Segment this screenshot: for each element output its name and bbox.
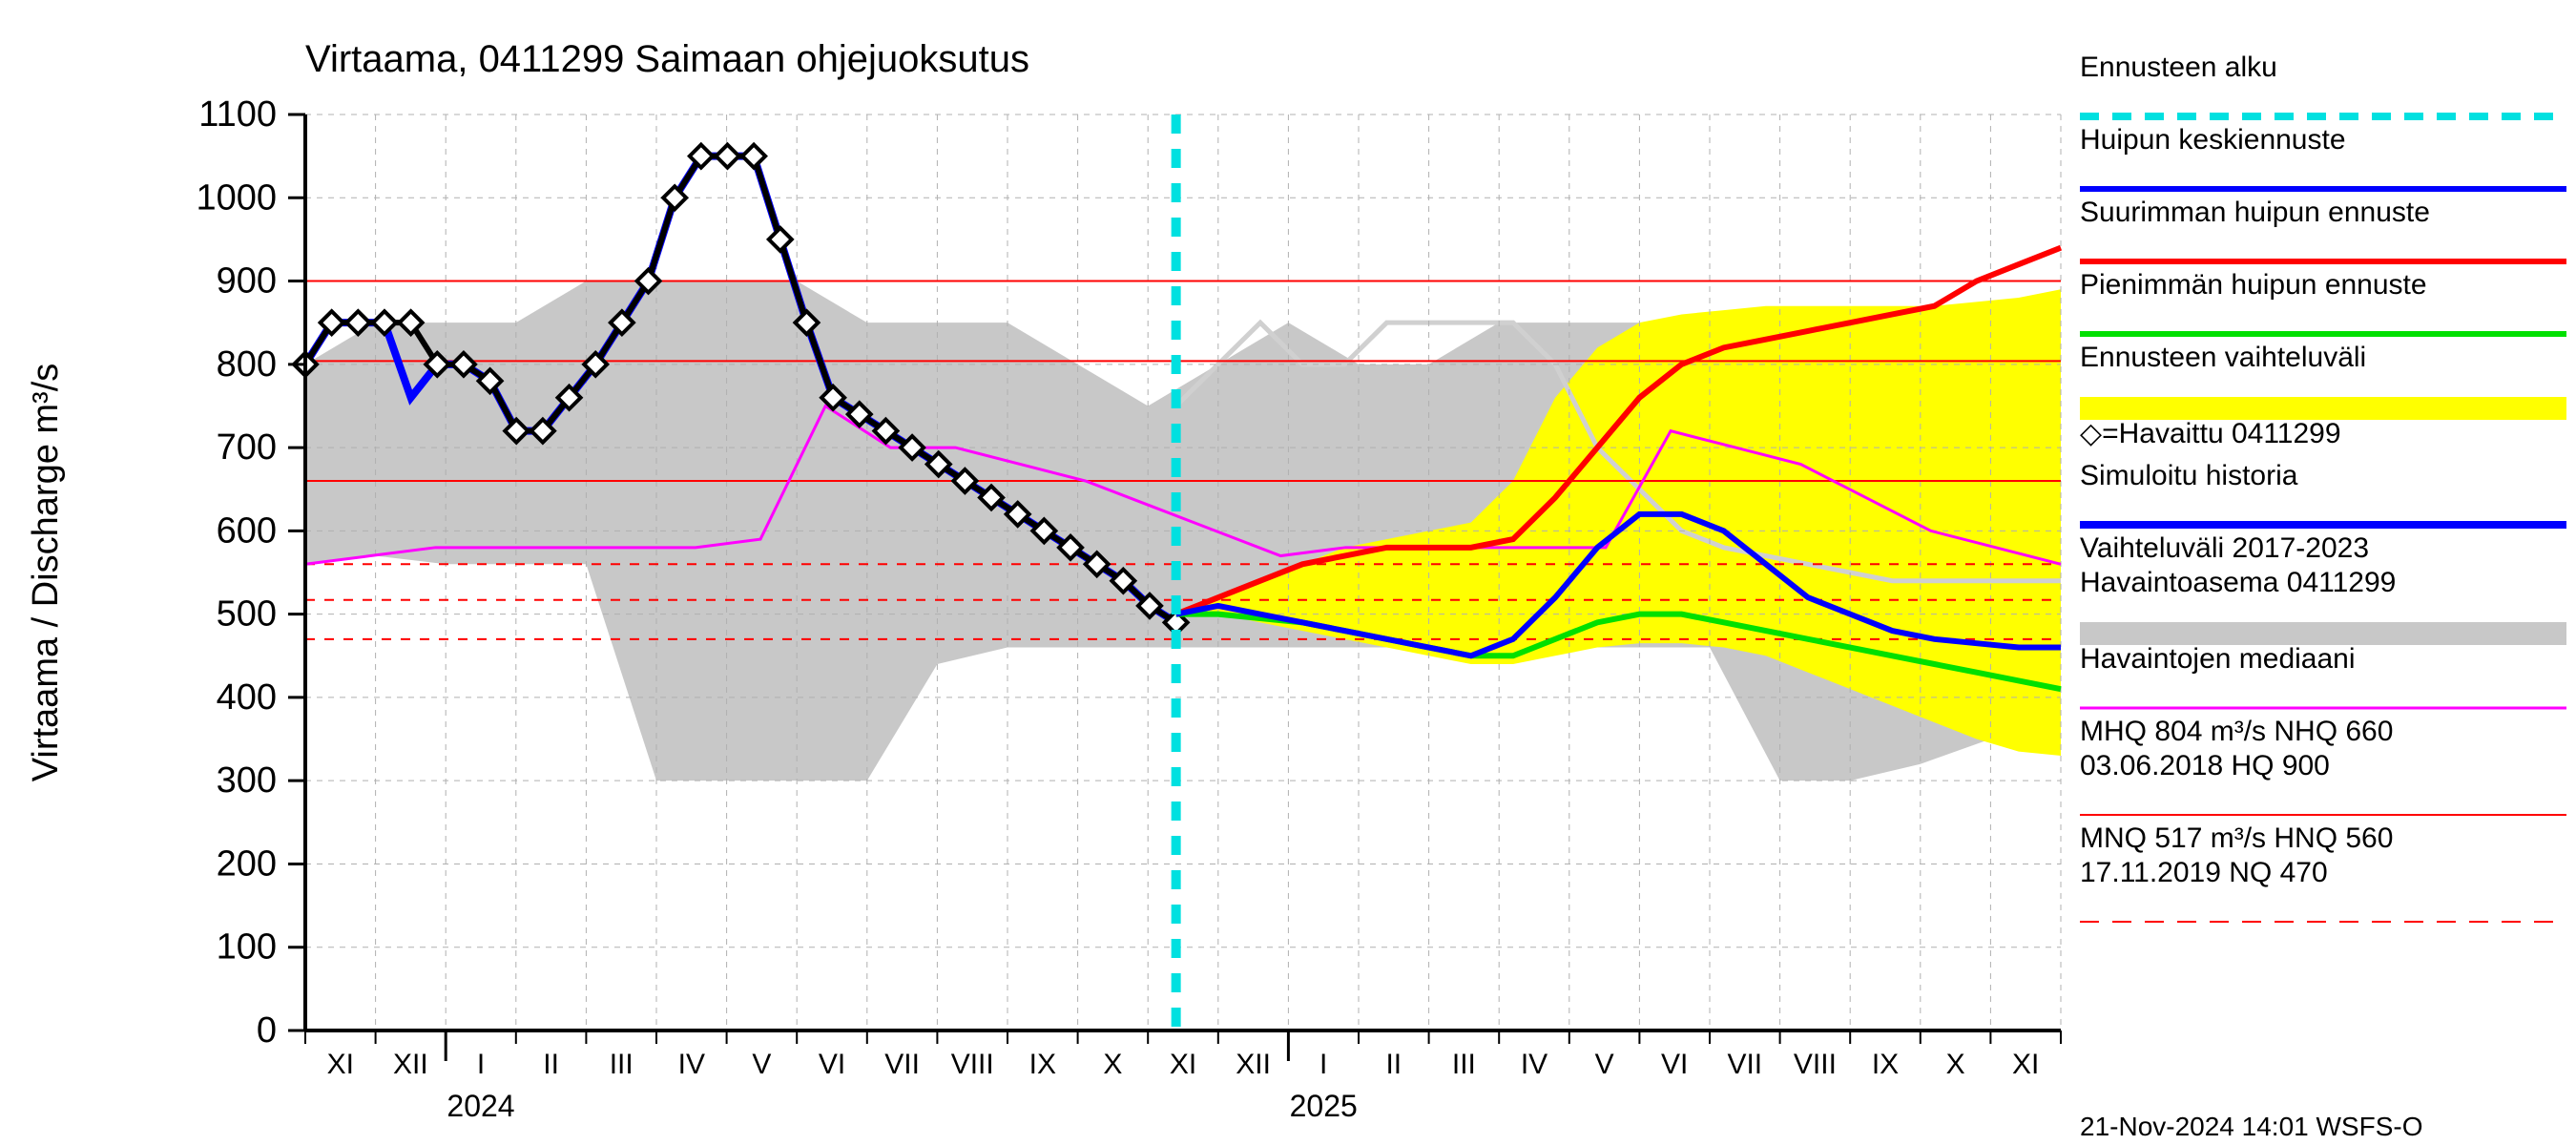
- footer-timestamp: 21-Nov-2024 14:01 WSFS-O: [2080, 1112, 2423, 1141]
- month-label: VII: [1727, 1049, 1762, 1080]
- month-label: III: [1452, 1049, 1476, 1080]
- observed-marker: [742, 145, 765, 168]
- y-tick-label: 200: [217, 843, 277, 884]
- month-label: X: [1103, 1049, 1122, 1080]
- legend-label: MNQ 517 m³/s HNQ 560: [2080, 822, 2393, 854]
- chart-title: Virtaama, 0411299 Saimaan ohjejuoksutus: [305, 38, 1029, 80]
- y-tick-label: 800: [217, 344, 277, 385]
- y-tick-label: 900: [217, 261, 277, 302]
- legend-label: Simuloitu historia: [2080, 460, 2298, 491]
- y-tick-label: 300: [217, 760, 277, 801]
- month-label: X: [1946, 1049, 1965, 1080]
- month-label: XI: [327, 1049, 354, 1080]
- month-label: VI: [819, 1049, 845, 1080]
- month-label: VIII: [1794, 1049, 1837, 1080]
- y-tick-label: 600: [217, 510, 277, 551]
- month-label: V: [752, 1049, 771, 1080]
- month-label: IV: [678, 1049, 705, 1080]
- legend-label: 03.06.2018 HQ 900: [2080, 750, 2330, 781]
- legend-label: Havaintojen mediaani: [2080, 643, 2356, 675]
- legend-label: Suurimman huipun ennuste: [2080, 197, 2430, 228]
- legend-label: Vaihteluväli 2017-2023: [2080, 532, 2369, 564]
- month-label: I: [477, 1049, 485, 1080]
- year-label: 2025: [1290, 1089, 1358, 1123]
- y-tick-label: 400: [217, 677, 277, 718]
- month-label: XII: [393, 1049, 428, 1080]
- legend-swatch: [2080, 397, 2566, 420]
- y-tick-label: 700: [217, 427, 277, 468]
- legend-label: Havaintoasema 0411299: [2080, 567, 2396, 598]
- month-label: VII: [884, 1049, 920, 1080]
- y-tick-label: 500: [217, 594, 277, 635]
- legend-swatch: [2080, 622, 2566, 645]
- legend-label: Ennusteen alku: [2080, 52, 2277, 83]
- legend-label: Pienimmän huipun ennuste: [2080, 269, 2427, 301]
- month-label: IX: [1029, 1049, 1056, 1080]
- y-tick-label: 1000: [196, 177, 277, 218]
- month-label: III: [610, 1049, 634, 1080]
- legend-label: MHQ 804 m³/s NHQ 660: [2080, 716, 2393, 747]
- y-tick-label: 0: [257, 1010, 277, 1051]
- month-label: XI: [1170, 1049, 1196, 1080]
- discharge-forecast-chart: Virtaama, 0411299 Saimaan ohjejuoksutus V…: [0, 0, 2576, 1145]
- month-label: II: [543, 1049, 559, 1080]
- month-label: IX: [1872, 1049, 1899, 1080]
- observed-marker: [769, 228, 792, 251]
- legend-label: ◇=Havaittu 0411299: [2080, 418, 2341, 449]
- month-label: XI: [2012, 1049, 2039, 1080]
- y-tick-label: 1100: [198, 94, 277, 135]
- month-label: XII: [1236, 1049, 1271, 1080]
- month-label: V: [1595, 1049, 1614, 1080]
- legend-label: Ennusteen vaihteluväli: [2080, 342, 2366, 373]
- month-label: IV: [1521, 1049, 1548, 1080]
- legend-label: 17.11.2019 NQ 470: [2080, 857, 2328, 888]
- month-label: II: [1385, 1049, 1402, 1080]
- year-label: 2024: [447, 1089, 514, 1123]
- legend-label: Huipun keskiennuste: [2080, 124, 2346, 156]
- y-tick-label: 100: [217, 927, 277, 968]
- month-label: VIII: [951, 1049, 994, 1080]
- y-axis-label: Virtaama / Discharge m³/s: [26, 364, 66, 782]
- observed-marker: [716, 145, 738, 168]
- month-label: VI: [1661, 1049, 1688, 1080]
- month-label: I: [1319, 1049, 1327, 1080]
